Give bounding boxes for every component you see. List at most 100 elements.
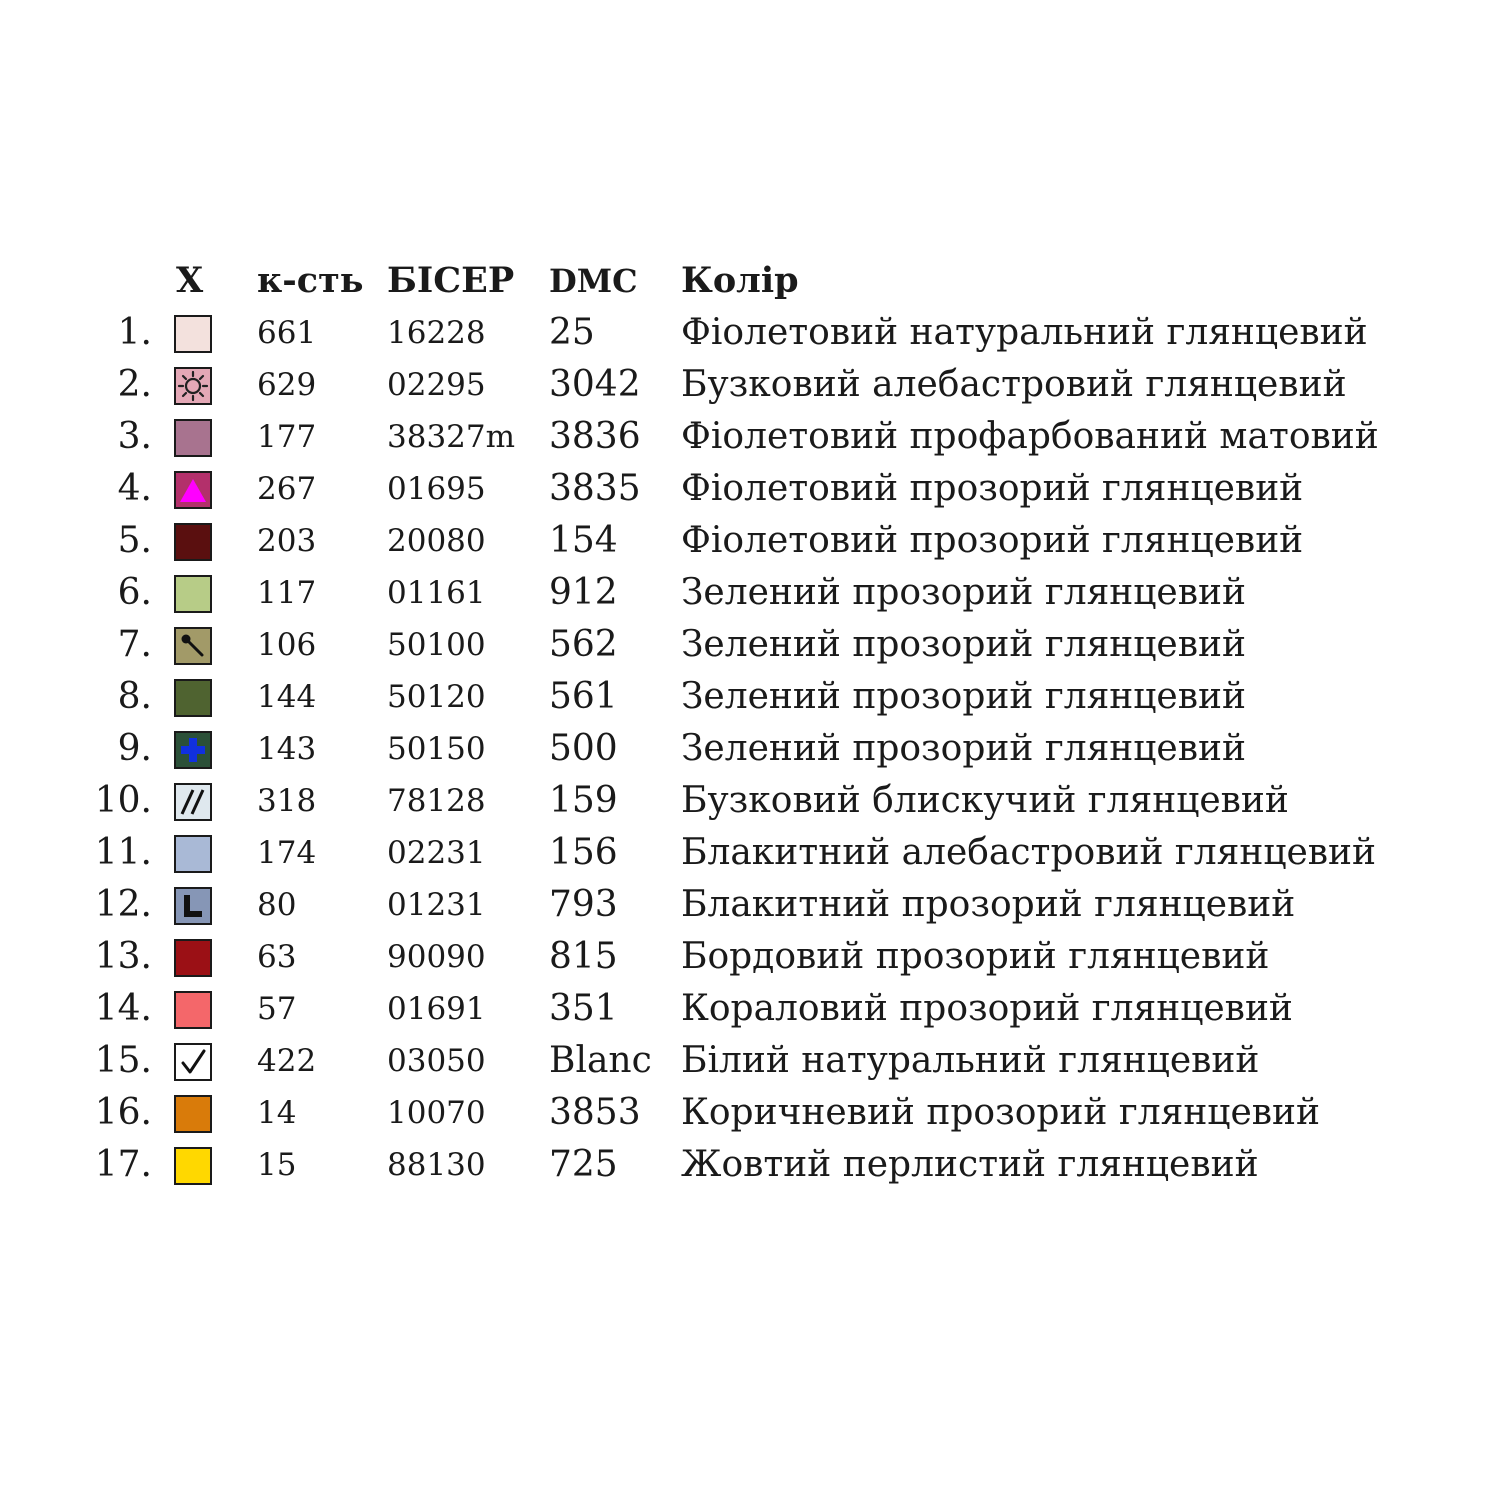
plain-swatch-icon xyxy=(174,679,212,717)
bead-code-cell: 10070 xyxy=(387,1095,486,1131)
bead-code-cell: 78128 xyxy=(387,783,486,819)
table-row: 16. 14 10070 3853 Коричневий прозорий глянце… xyxy=(0,1087,1500,1139)
dmc-code-cell: 3835 xyxy=(549,468,641,509)
bead-code-cell: 90090 xyxy=(387,939,486,975)
bead-legend-table: X к-сть БІСЕР DMC Колір 1. 661 16228 25 Фіол… xyxy=(0,255,1500,1191)
plain-swatch-icon xyxy=(174,315,212,353)
header-dmc: DMC xyxy=(549,262,638,300)
plain-swatch-icon xyxy=(174,991,212,1029)
header-symbol: X xyxy=(176,260,204,301)
color-name-cell: Кораловий прозорий глянцевий xyxy=(681,988,1293,1029)
color-name-cell: Білий натуральний глянцевий xyxy=(681,1040,1260,1081)
table-row: 9. 143 50150 500 Зелений прозорий глянцевий xyxy=(0,723,1500,775)
quantity-cell: 267 xyxy=(257,471,317,507)
bead-code-cell: 01161 xyxy=(387,575,486,611)
symbol-swatch xyxy=(174,991,212,1029)
legend-header-row: X к-сть БІСЕР DMC Колір xyxy=(0,255,1500,307)
table-row: 6. 117 01161 912 Зелений прозорий глянцевий xyxy=(0,567,1500,619)
quantity-cell: 318 xyxy=(257,783,317,819)
quantity-cell: 203 xyxy=(257,523,317,559)
quantity-cell: 144 xyxy=(257,679,317,715)
quantity-cell: 80 xyxy=(257,887,297,923)
color-name-cell: Бузковий блискучий глянцевий xyxy=(681,780,1289,821)
pin-symbol-icon xyxy=(174,627,212,665)
row-number: 15. xyxy=(94,1040,152,1081)
bead-code-cell: 02295 xyxy=(387,367,486,403)
quantity-cell: 661 xyxy=(257,315,317,351)
color-name-cell: Фіолетовий прозорий глянцевий xyxy=(681,468,1304,509)
row-number: 9. xyxy=(117,728,152,769)
table-row: 17. 15 88130 725 Жовтий перлистий глянцевий xyxy=(0,1139,1500,1191)
row-number: 5. xyxy=(117,520,152,561)
quantity-cell: 15 xyxy=(257,1147,297,1183)
color-name-cell: Блакитний прозорий глянцевий xyxy=(681,884,1296,925)
quantity-cell: 177 xyxy=(257,419,317,455)
dmc-code-cell: 154 xyxy=(549,520,618,561)
row-number: 1. xyxy=(117,312,152,353)
dmc-code-cell: 351 xyxy=(549,988,618,1029)
color-name-cell: Зелений прозорий глянцевий xyxy=(681,572,1246,613)
dmc-code-cell: 500 xyxy=(549,728,618,769)
color-name-cell: Бузковий алебастровий глянцевий xyxy=(681,364,1347,405)
color-name-cell: Зелений прозорий глянцевий xyxy=(681,728,1246,769)
table-row: 4. 267 01695 3835 Фіолетовий прозорий глянце… xyxy=(0,463,1500,515)
row-number: 4. xyxy=(117,468,152,509)
dmc-code-cell: 25 xyxy=(549,312,595,353)
row-number: 17. xyxy=(94,1144,152,1185)
plain-swatch-icon xyxy=(174,575,212,613)
row-number: 3. xyxy=(117,416,152,457)
symbol-swatch xyxy=(174,471,212,509)
bead-code-cell: 38327m xyxy=(387,419,516,455)
bead-code-cell: 20080 xyxy=(387,523,486,559)
row-number: 13. xyxy=(94,936,152,977)
quantity-cell: 117 xyxy=(257,575,317,611)
row-number: 2. xyxy=(117,364,152,405)
dmc-code-cell: 3853 xyxy=(549,1092,641,1133)
bead-code-cell: 50100 xyxy=(387,627,486,663)
symbol-swatch xyxy=(174,315,212,353)
table-row: 12. 80 01231 793 Блакитний прозорий глянцеви… xyxy=(0,879,1500,931)
symbol-swatch xyxy=(174,1147,212,1185)
plus-symbol-icon xyxy=(174,731,212,769)
plain-swatch-icon xyxy=(174,835,212,873)
symbol-swatch xyxy=(174,575,212,613)
quantity-cell: 63 xyxy=(257,939,297,975)
symbol-swatch xyxy=(174,1043,212,1081)
checkmark-symbol-icon xyxy=(174,1043,212,1081)
quantity-cell: 629 xyxy=(257,367,317,403)
bead-code-cell: 01691 xyxy=(387,991,486,1027)
table-row: 14. 57 01691 351 Кораловий прозорий глянцеви… xyxy=(0,983,1500,1035)
plain-swatch-icon xyxy=(174,419,212,457)
dmc-code-cell: 3042 xyxy=(549,364,641,405)
l-shape-symbol-icon xyxy=(174,887,212,925)
color-name-cell: Коричневий прозорий глянцевий xyxy=(681,1092,1321,1133)
quantity-cell: 57 xyxy=(257,991,297,1027)
header-quantity: к-сть xyxy=(257,260,364,301)
color-name-cell: Фіолетовий прозорий глянцевий xyxy=(681,520,1304,561)
dmc-code-cell: 725 xyxy=(549,1144,618,1185)
color-name-cell: Бордовий прозорий глянцевий xyxy=(681,936,1270,977)
color-name-cell: Фіолетовий натуральний глянцевий xyxy=(681,312,1368,353)
table-row: 3. 177 38327m 3836 Фіолетовий профарбований … xyxy=(0,411,1500,463)
quantity-cell: 143 xyxy=(257,731,317,767)
dmc-code-cell: 3836 xyxy=(549,416,641,457)
triangle-symbol-icon xyxy=(174,471,212,509)
double-slash-symbol-icon xyxy=(174,783,212,821)
row-number: 10. xyxy=(94,780,152,821)
table-row: 15. 422 03050 Blanc Білий натуральний глянце… xyxy=(0,1035,1500,1087)
symbol-swatch xyxy=(174,783,212,821)
row-number: 12. xyxy=(94,884,152,925)
row-number: 6. xyxy=(117,572,152,613)
bead-code-cell: 88130 xyxy=(387,1147,486,1183)
table-row: 5. 203 20080 154 Фіолетовий прозорий глянцев… xyxy=(0,515,1500,567)
color-name-cell: Жовтий перлистий глянцевий xyxy=(681,1144,1259,1185)
color-name-cell: Фіолетовий профарбований матовий xyxy=(681,416,1379,457)
row-number: 8. xyxy=(117,676,152,717)
bead-code-cell: 03050 xyxy=(387,1043,486,1079)
row-number: 16. xyxy=(94,1092,152,1133)
quantity-cell: 422 xyxy=(257,1043,317,1079)
dmc-code-cell: Blanc xyxy=(549,1040,652,1081)
bead-code-cell: 50120 xyxy=(387,679,486,715)
dmc-code-cell: 561 xyxy=(549,676,618,717)
table-row: 11. 174 02231 156 Блакитний алебастровий гля… xyxy=(0,827,1500,879)
